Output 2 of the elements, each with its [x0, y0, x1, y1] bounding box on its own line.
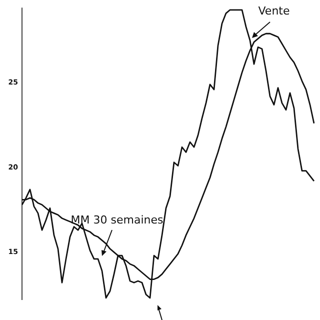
annotation: MM 30 semaines	[70, 213, 164, 226]
annotation: Vente	[258, 4, 290, 18]
